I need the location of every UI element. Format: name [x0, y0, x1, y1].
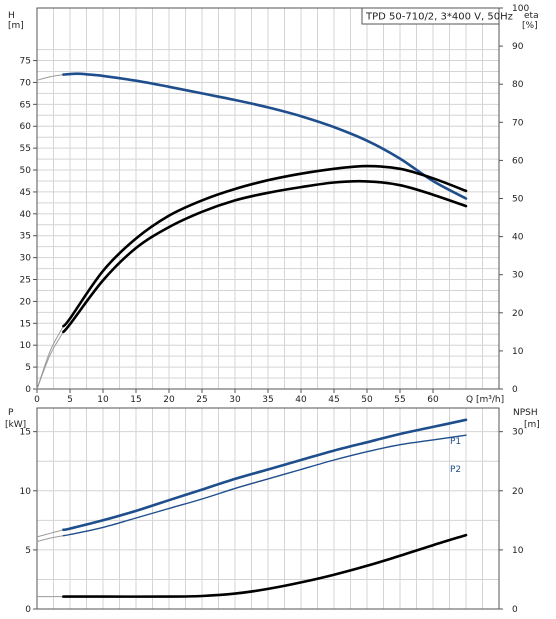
top-chart-grid: [37, 8, 499, 389]
bottom-chart-frame: [36, 407, 500, 610]
q-tick-label: 5: [67, 395, 73, 405]
h-axis-unit: [m]: [8, 21, 24, 31]
p2-curve: [62, 434, 467, 537]
p-axis-unit: [kW]: [5, 420, 26, 430]
npsh-curve: [62, 533, 468, 598]
p1-curve-extension: [36, 529, 64, 538]
h-axis-label: H: [8, 11, 15, 21]
title-box: TPD 50-710/2, 3*400 V, 50Hz: [361, 7, 513, 25]
right-tick-label: 10: [512, 347, 524, 357]
bottom-chart-grid: [37, 408, 499, 609]
p-axis-ticks: 0 5 10 15: [20, 428, 37, 615]
left-tick-label: 0: [25, 605, 31, 615]
left-tick-label: 5: [25, 363, 31, 373]
left-tick-label: 0: [25, 385, 31, 395]
right-tick-label: 100: [512, 4, 529, 14]
right-tick-label: 50: [512, 195, 524, 205]
left-tick-label: 5: [25, 546, 31, 556]
eta-axis-label: eta: [524, 11, 539, 21]
left-tick-label: 75: [20, 57, 31, 67]
q-tick-label: 10: [97, 395, 109, 405]
left-tick-label: 45: [20, 188, 31, 198]
left-tick-label: 25: [20, 276, 31, 286]
q-tick-label: 55: [394, 395, 405, 405]
eta_total-curve: [62, 179, 468, 334]
left-tick-label: 40: [20, 210, 32, 220]
left-tick-label: 30: [20, 254, 32, 264]
p2-series-label: P2: [450, 465, 461, 475]
q-tick-label: 25: [196, 395, 207, 405]
q-tick-label: 15: [130, 395, 141, 405]
npsh-axis-ticks: 0 10 20 30: [499, 428, 524, 615]
left-tick-label: 10: [20, 341, 32, 351]
right-tick-label: 70: [512, 118, 524, 128]
left-tick-label: 70: [20, 78, 32, 88]
q-tick-label: 45: [328, 395, 339, 405]
bottom-chart-curves: [36, 418, 468, 598]
right-tick-label: 90: [512, 42, 524, 52]
left-tick-label: 60: [20, 122, 32, 132]
eta-axis-ticks: 0 10 20 30 40 50 60 70 80 90 100: [499, 4, 529, 395]
right-tick-label: 0: [512, 385, 518, 395]
p2-curve-extension: [36, 535, 64, 543]
left-tick-label: 10: [20, 487, 32, 497]
eta_pump-curve: [62, 164, 468, 328]
chart-title: TPD 50-710/2, 3*400 V, 50Hz: [365, 12, 513, 23]
right-tick-label: 10: [512, 546, 524, 556]
q-tick-label: 30: [229, 395, 241, 405]
h-axis-ticks: 0 5 10 15 20 25 30 35 40 45 50 55 60 65 70 75: [20, 57, 37, 395]
left-tick-label: 65: [20, 100, 31, 110]
h-curve-extension: [36, 74, 64, 81]
q-tick-label: 0: [34, 395, 40, 405]
q-tick-label: 35: [262, 395, 273, 405]
q-tick-label: 50: [361, 395, 373, 405]
right-tick-label: 30: [512, 271, 524, 281]
right-tick-label: 30: [512, 428, 524, 438]
q-axis-ticks: 0 5 10 15 20 25 30 35 40 45 50 55 60: [34, 389, 439, 405]
top-chart-curves: [36, 72, 468, 390]
npsh-axis-label: NPSH: [513, 408, 538, 418]
right-tick-label: 60: [512, 156, 524, 166]
q-axis-label: Q [m³/h]: [466, 395, 504, 405]
right-tick-label: 0: [512, 605, 518, 615]
eta_total-curve-extension: [36, 331, 64, 390]
left-tick-label: 50: [20, 166, 32, 176]
left-tick-label: 15: [20, 319, 31, 329]
right-tick-label: 20: [512, 487, 524, 497]
h-curve: [62, 72, 468, 200]
p-axis-label: P: [8, 408, 14, 418]
left-tick-label: 55: [20, 144, 31, 154]
p1-series-label: P1: [450, 437, 461, 447]
eta-axis-unit: [%]: [522, 21, 538, 31]
right-tick-label: 20: [512, 309, 524, 319]
q-tick-label: 60: [427, 395, 439, 405]
right-tick-label: 40: [512, 233, 524, 243]
left-tick-label: 15: [20, 428, 31, 438]
npsh-axis-unit: [m]: [524, 420, 540, 430]
q-tick-label: 20: [163, 395, 175, 405]
right-tick-label: 80: [512, 80, 524, 90]
q-tick-label: 40: [295, 395, 307, 405]
p1-curve: [62, 418, 468, 532]
left-tick-label: 20: [20, 297, 32, 307]
left-tick-label: 35: [20, 232, 31, 242]
